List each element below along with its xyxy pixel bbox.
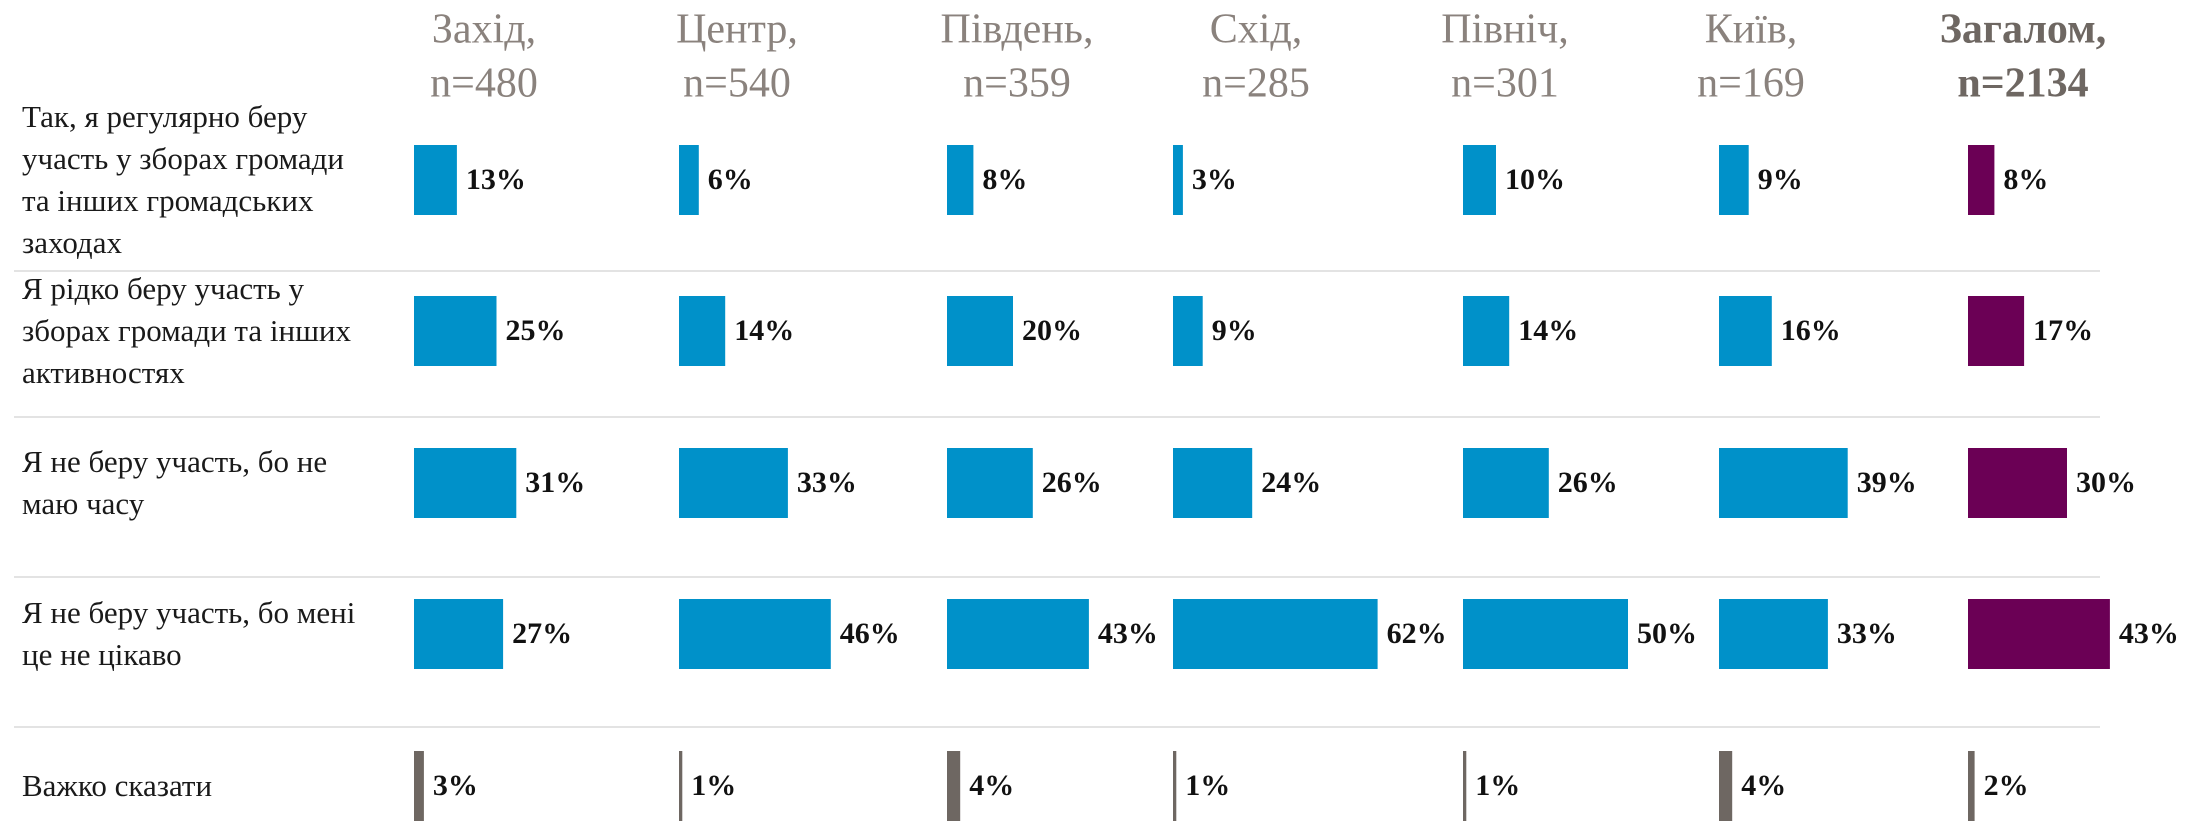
bar	[1968, 296, 2025, 366]
value-label: 3%	[1192, 163, 1237, 196]
bar	[1173, 448, 1253, 518]
value-label: 33%	[797, 466, 857, 499]
value-label: 17%	[2033, 314, 2093, 347]
value-label: 27%	[512, 617, 572, 650]
value-label: 8%	[982, 163, 1027, 196]
value-label: 2%	[1984, 769, 2029, 802]
bar	[414, 448, 517, 518]
value-label: 30%	[2076, 466, 2136, 499]
bar	[947, 145, 974, 215]
bar	[1173, 751, 1177, 821]
column-header: Центр,	[676, 7, 798, 53]
value-label: 39%	[1857, 466, 1917, 499]
bar	[1719, 599, 1828, 669]
bar	[1719, 296, 1772, 366]
value-label: 6%	[708, 163, 753, 196]
column-sample: n=285	[1202, 61, 1310, 107]
column-sample: n=359	[963, 61, 1071, 107]
bar	[679, 599, 831, 669]
bar	[1173, 296, 1203, 366]
row-label: Я не беру участь, бо не маю часу	[22, 444, 328, 521]
value-label: 26%	[1042, 466, 1102, 499]
value-label: 25%	[506, 314, 566, 347]
value-label: 16%	[1781, 314, 1841, 347]
bar	[679, 145, 699, 215]
bar	[1968, 751, 1975, 821]
column-header: Північ,	[1441, 7, 1569, 53]
bar	[1968, 145, 1995, 215]
bar	[1463, 448, 1549, 518]
value-label: 14%	[734, 314, 794, 347]
column-header: Загалом,	[1940, 7, 2106, 53]
value-label: 43%	[2119, 617, 2179, 650]
bar	[679, 751, 683, 821]
bar	[414, 751, 424, 821]
column-header: Київ,	[1705, 7, 1798, 53]
bar	[1173, 599, 1378, 669]
column-header: Схід,	[1210, 7, 1303, 53]
bar	[947, 751, 961, 821]
row-label: Я не беру участь, бо мені це не цікаво	[22, 595, 356, 672]
value-label: 24%	[1261, 466, 1321, 499]
value-label: 1%	[1185, 769, 1230, 802]
bar	[1173, 145, 1183, 215]
value-label: 3%	[433, 769, 478, 802]
value-label: 8%	[2003, 163, 2048, 196]
bar	[947, 448, 1033, 518]
value-label: 4%	[969, 769, 1014, 802]
value-label: 1%	[691, 769, 736, 802]
value-label: 46%	[840, 617, 900, 650]
value-label: 9%	[1758, 163, 1803, 196]
bar	[1463, 599, 1628, 669]
bar	[414, 296, 497, 366]
bar	[1719, 751, 1733, 821]
value-label: 10%	[1505, 163, 1565, 196]
value-label: 1%	[1475, 769, 1520, 802]
row-label: Так, я регулярно беру участь у зборах гр…	[22, 99, 344, 260]
column-header: Південь,	[941, 7, 1094, 53]
column-header: Захід,	[432, 7, 536, 53]
column-sample: n=540	[683, 61, 791, 107]
column-sample: n=169	[1697, 61, 1805, 107]
value-label: 26%	[1558, 466, 1618, 499]
bar	[1968, 599, 2110, 669]
value-label: 14%	[1518, 314, 1578, 347]
bar	[679, 296, 726, 366]
value-label: 31%	[525, 466, 585, 499]
value-label: 20%	[1022, 314, 1082, 347]
value-label: 4%	[1741, 769, 1786, 802]
column-sample: n=301	[1451, 61, 1559, 107]
bar	[947, 296, 1013, 366]
bar	[1463, 751, 1467, 821]
column-sample: n=2134	[1957, 61, 2088, 107]
value-label: 50%	[1637, 617, 1697, 650]
row-label: Важко сказати	[22, 768, 213, 803]
bar	[1719, 448, 1848, 518]
bar	[679, 448, 788, 518]
bar	[1719, 145, 1749, 215]
value-label: 43%	[1098, 617, 1158, 650]
value-label: 9%	[1212, 314, 1257, 347]
value-label: 13%	[466, 163, 526, 196]
bar	[414, 599, 504, 669]
bar	[414, 145, 457, 215]
bar	[1463, 296, 1510, 366]
bar	[1463, 145, 1496, 215]
value-label: 33%	[1837, 617, 1897, 650]
value-label: 62%	[1387, 617, 1447, 650]
bar	[947, 599, 1089, 669]
bar	[1968, 448, 2067, 518]
row-label: Я рідко беру участь у зборах громади та …	[22, 271, 352, 390]
column-sample: n=480	[430, 61, 538, 107]
